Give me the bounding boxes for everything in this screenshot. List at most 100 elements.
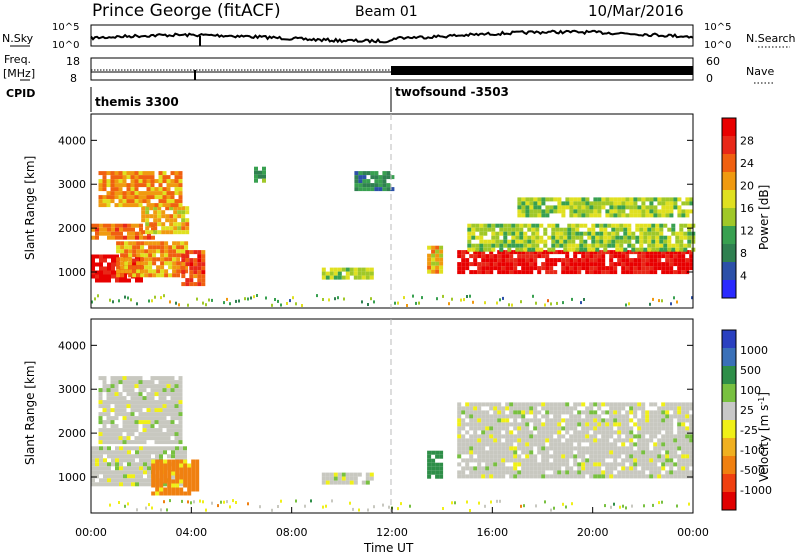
- velocity-cell: [557, 402, 562, 407]
- power-cell: [531, 231, 536, 236]
- velocity-cell: [131, 446, 135, 451]
- power-cell: [561, 270, 566, 275]
- velocity-cell: [131, 482, 135, 487]
- power-cell: [152, 249, 157, 254]
- power-cell: [134, 179, 139, 184]
- velocity-cell: [621, 422, 626, 427]
- power-cell: [581, 197, 586, 202]
- velocity-cell: [131, 454, 135, 459]
- velocity-cell: [565, 402, 570, 407]
- power-cell: [537, 209, 542, 214]
- velocity-cell: [373, 505, 375, 509]
- velocity-cell: [561, 418, 566, 423]
- velocity-cell: [115, 474, 119, 479]
- velocity-cell: [98, 428, 103, 433]
- velocity-cell: [545, 438, 550, 443]
- velocity-cell: [525, 418, 530, 423]
- power-cell: [519, 243, 524, 248]
- power-cell: [645, 258, 650, 263]
- power-cell: [597, 266, 602, 271]
- power-cell: [517, 201, 522, 206]
- power-cell: [529, 205, 534, 210]
- velocity-cell: [114, 376, 119, 381]
- velocity-cell: [174, 384, 179, 389]
- velocity-cell: [581, 426, 586, 431]
- power-cell: [569, 209, 574, 214]
- power-cell: [354, 187, 359, 192]
- power-cell: [639, 235, 644, 240]
- power-cell: [358, 187, 363, 192]
- power-cell: [238, 299, 240, 303]
- velocity-cell: [163, 471, 168, 476]
- power-cell: [114, 191, 119, 196]
- velocity-cell: [163, 491, 168, 496]
- velocity-cell: [569, 450, 574, 455]
- velocity-cell: [473, 450, 478, 455]
- power-cell: [103, 231, 107, 236]
- velocity-cell: [685, 454, 690, 459]
- velocity-cell: [549, 438, 554, 443]
- power-cell: [591, 235, 596, 240]
- power-cell: [541, 197, 546, 202]
- power-cell: [146, 195, 151, 200]
- velocity-cell: [545, 418, 550, 423]
- velocity-cell: [565, 418, 570, 423]
- velocity-cell: [589, 462, 594, 467]
- velocity-cell: [134, 384, 139, 389]
- velocity-cell: [617, 422, 622, 427]
- velocity-cell: [653, 450, 658, 455]
- power-cell: [134, 199, 139, 204]
- power-cell: [545, 258, 550, 263]
- power-cell: [565, 250, 570, 255]
- velocity-cell: [689, 414, 694, 419]
- power-cell: [127, 278, 131, 283]
- velocity-cell: [521, 462, 526, 467]
- velocity-cell: [138, 384, 143, 389]
- velocity-cell: [469, 466, 474, 471]
- velocity-cell: [529, 470, 534, 475]
- velocity-cell: [657, 442, 662, 447]
- power-cell: [145, 218, 150, 223]
- power-cell: [189, 282, 194, 287]
- velocity-cell: [178, 424, 183, 429]
- power-cell: [169, 226, 174, 231]
- power-cell: [126, 199, 131, 204]
- velocity-cell: [545, 474, 550, 479]
- power-cell: [489, 258, 494, 263]
- velocity-cell: [439, 450, 444, 455]
- power-cell: [679, 227, 684, 232]
- power-cell: [197, 262, 202, 267]
- velocity-cell: [649, 458, 654, 463]
- power-cell: [573, 266, 578, 271]
- power-cell: [665, 266, 670, 271]
- power-cell: [507, 247, 512, 252]
- velocity-cell: [589, 446, 594, 451]
- power-cell: [599, 227, 604, 232]
- velocity-cell: [645, 462, 650, 467]
- velocity-cell: [637, 418, 642, 423]
- power-cell: [95, 274, 99, 279]
- velocity-cell: [653, 430, 658, 435]
- power-cell: [98, 179, 103, 184]
- power-cell: [635, 239, 640, 244]
- power-cell: [523, 223, 528, 228]
- velocity-cell: [643, 504, 645, 508]
- velocity-cell: [497, 474, 502, 479]
- velocity-cell: [677, 466, 682, 471]
- velocity-cell: [325, 504, 327, 508]
- power-cell: [181, 254, 186, 259]
- power-cell: [382, 179, 387, 184]
- velocity-cell: [653, 466, 658, 471]
- velocity-cell: [571, 502, 573, 506]
- velocity-cell: [191, 459, 196, 464]
- velocity-cell: [593, 450, 598, 455]
- power-cell: [169, 222, 174, 227]
- power-cell: [553, 250, 558, 255]
- power-cell: [136, 265, 141, 270]
- power-cell: [157, 210, 162, 215]
- velocity-cell: [99, 454, 103, 459]
- power-cell: [643, 223, 648, 228]
- velocity-cell: [151, 463, 156, 468]
- velocity-cell: [365, 472, 370, 477]
- power-cell: [153, 226, 158, 231]
